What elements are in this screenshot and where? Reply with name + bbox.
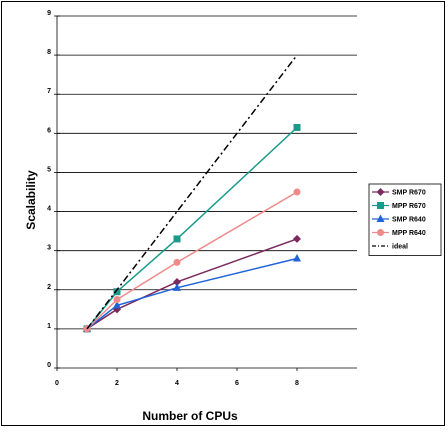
point-smp-r670-4	[173, 277, 181, 286]
x-axis-title: Number of CPUs	[142, 409, 238, 423]
y-axis-title: Scalability	[24, 170, 38, 230]
legend-marker-smp-r670	[376, 188, 385, 196]
y-tick-label-1: 1	[47, 323, 51, 330]
legend-marker-smp-r640	[376, 214, 385, 222]
legend-label-smp-r670: SMP R670	[392, 190, 426, 197]
point-mpp-r670-8	[293, 123, 301, 131]
x-tick-label-2: 2	[115, 380, 119, 387]
y-tick-label-5: 5	[47, 166, 51, 173]
series-line-mpp-r670	[86, 126, 298, 330]
point-mpp-r640-4	[173, 258, 181, 266]
legend-marker-mpp-r640	[377, 229, 384, 236]
y-tick-label-3: 3	[47, 245, 51, 252]
legend: SMP R670 MPP R670 SMP R640 MPP R640 ideal	[368, 183, 442, 256]
gridlines	[57, 15, 357, 330]
y-tick-label-8: 8	[47, 49, 51, 56]
series-line-ideal	[86, 54, 298, 330]
point-mpp-r670-4	[173, 235, 181, 243]
axes	[54, 15, 357, 371]
series-line-smp-r640	[86, 257, 298, 330]
y-tick-label-7: 7	[47, 88, 51, 95]
x-tick-label-0: 0	[55, 380, 59, 387]
series-line-mpp-r640	[86, 191, 298, 330]
point-mpp-r640-8	[293, 188, 301, 196]
point-smp-r640-8	[293, 253, 301, 262]
point-smp-r640-2	[113, 300, 121, 309]
y-tick-label-9: 9	[47, 10, 51, 17]
plot-series	[83, 54, 301, 333]
legend-label-smp-r640: SMP R640	[392, 217, 426, 224]
x-tick-label-4: 4	[175, 380, 179, 387]
y-tick-label-0: 0	[47, 362, 51, 369]
point-mpp-r670-2	[113, 288, 121, 296]
point-smp-r670-8	[293, 234, 301, 243]
legend-label-mpp-r670: MPP R670	[392, 203, 426, 210]
series-line-smp-r670	[86, 238, 298, 330]
y-tick-label-2: 2	[47, 284, 51, 291]
legend-label-mpp-r640: MPP R640	[392, 230, 426, 237]
point-mpp-r640-2	[113, 296, 121, 304]
tick-labels: 0 1 2 3 4 5 6 7 8 9 0 2 4 6 8	[47, 10, 299, 387]
legend-label-ideal: ideal	[392, 244, 408, 251]
y-tick-label-6: 6	[47, 127, 51, 134]
point-smp-r640-4	[173, 283, 181, 291]
y-tick-label-4: 4	[47, 206, 51, 213]
x-tick-label-8: 8	[295, 380, 299, 387]
legend-marker-mpp-r670	[377, 202, 384, 209]
x-tick-label-6: 6	[235, 380, 239, 387]
